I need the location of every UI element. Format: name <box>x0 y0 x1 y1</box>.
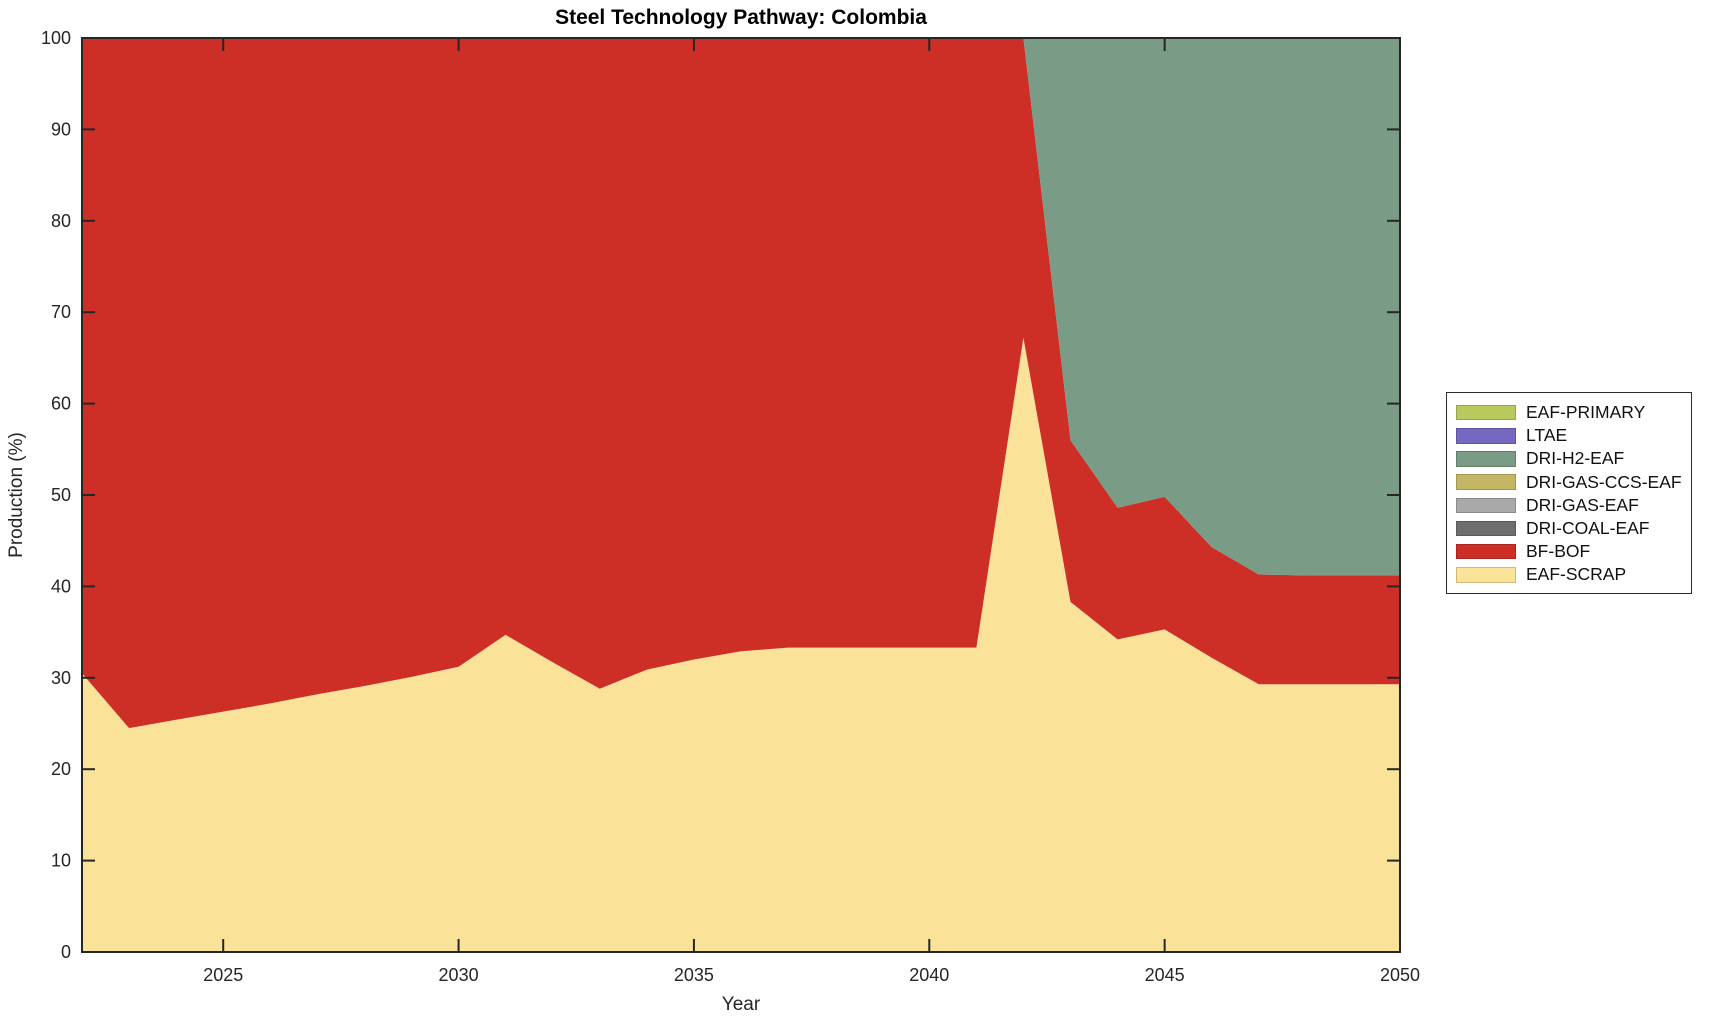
legend: EAF-PRIMARY LTAE DRI-H2-EAF DRI-GAS-CCS-EAF… <box>1446 392 1692 594</box>
legend-label: DRI-GAS-CCS-EAF <box>1526 471 1682 492</box>
y-tick-label: 0 <box>61 942 71 962</box>
x-tick-label: 2030 <box>439 965 479 985</box>
legend-item-dri-coal-eaf: DRI-COAL-EAF <box>1456 517 1691 540</box>
y-tick-label: 30 <box>51 668 71 688</box>
x-tick-label: 2025 <box>203 965 243 985</box>
axes: 2025 2030 2035 2040 2045 20500102030405060708… <box>41 28 1420 985</box>
legend-item-eaf-scrap: EAF-SCRAP <box>1456 563 1691 586</box>
y-tick-label: 60 <box>51 394 71 414</box>
legend-item-eaf-primary: EAF-PRIMARY <box>1456 401 1691 424</box>
legend-swatch <box>1456 474 1516 490</box>
legend-item-dri-gas-eaf: DRI-GAS-EAF <box>1456 494 1691 517</box>
legend-item-dri-h2-eaf: DRI-H2-EAF <box>1456 447 1691 470</box>
legend-swatch <box>1456 428 1516 444</box>
legend-swatch <box>1456 520 1516 537</box>
legend-label: EAF-SCRAP <box>1526 564 1627 585</box>
y-tick-label: 100 <box>41 28 71 48</box>
area-eaf-scrap <box>82 337 1400 952</box>
y-axis-label: Production (%) <box>6 432 27 558</box>
plot-border <box>81 37 1401 953</box>
x-tick-label: 2040 <box>909 965 949 985</box>
area-dri-h2-eaf <box>82 38 1400 576</box>
legend-item-bf-bof: BF-BOF <box>1456 540 1691 563</box>
area-bf-bof <box>82 38 1400 729</box>
y-tick-label: 80 <box>51 211 71 231</box>
legend-label: DRI-H2-EAF <box>1526 448 1625 469</box>
stacked-areas <box>82 38 1400 952</box>
legend-label: DRI-COAL-EAF <box>1526 518 1650 539</box>
legend-swatch <box>1456 543 1516 560</box>
legend-label: LTAE <box>1526 425 1568 446</box>
legend-label: DRI-GAS-EAF <box>1526 494 1639 515</box>
legend-label: BF-BOF <box>1526 541 1591 562</box>
legend-swatch <box>1456 567 1516 583</box>
legend-label: EAF-PRIMARY <box>1526 402 1646 423</box>
y-tick-label: 20 <box>51 759 71 779</box>
chart-title: Steel Technology Pathway: Colombia <box>555 6 927 29</box>
legend-swatch <box>1456 404 1516 421</box>
x-tick-label: 2045 <box>1145 965 1185 985</box>
legend-swatch <box>1456 451 1516 467</box>
x-axis-label: Year <box>722 994 761 1015</box>
legend-swatch <box>1456 497 1516 514</box>
y-tick-label: 50 <box>51 485 71 505</box>
legend-item-ltae: LTAE <box>1456 424 1691 447</box>
x-tick-label: 2035 <box>674 965 714 985</box>
legend-item-dri-gas-ccs-eaf: DRI-GAS-CCS-EAF <box>1456 471 1691 494</box>
x-tick-label: 2050 <box>1380 965 1420 985</box>
y-tick-label: 90 <box>51 119 71 139</box>
y-tick-label: 70 <box>51 302 71 322</box>
y-tick-label: 40 <box>51 576 71 596</box>
y-tick-label: 10 <box>51 851 71 871</box>
